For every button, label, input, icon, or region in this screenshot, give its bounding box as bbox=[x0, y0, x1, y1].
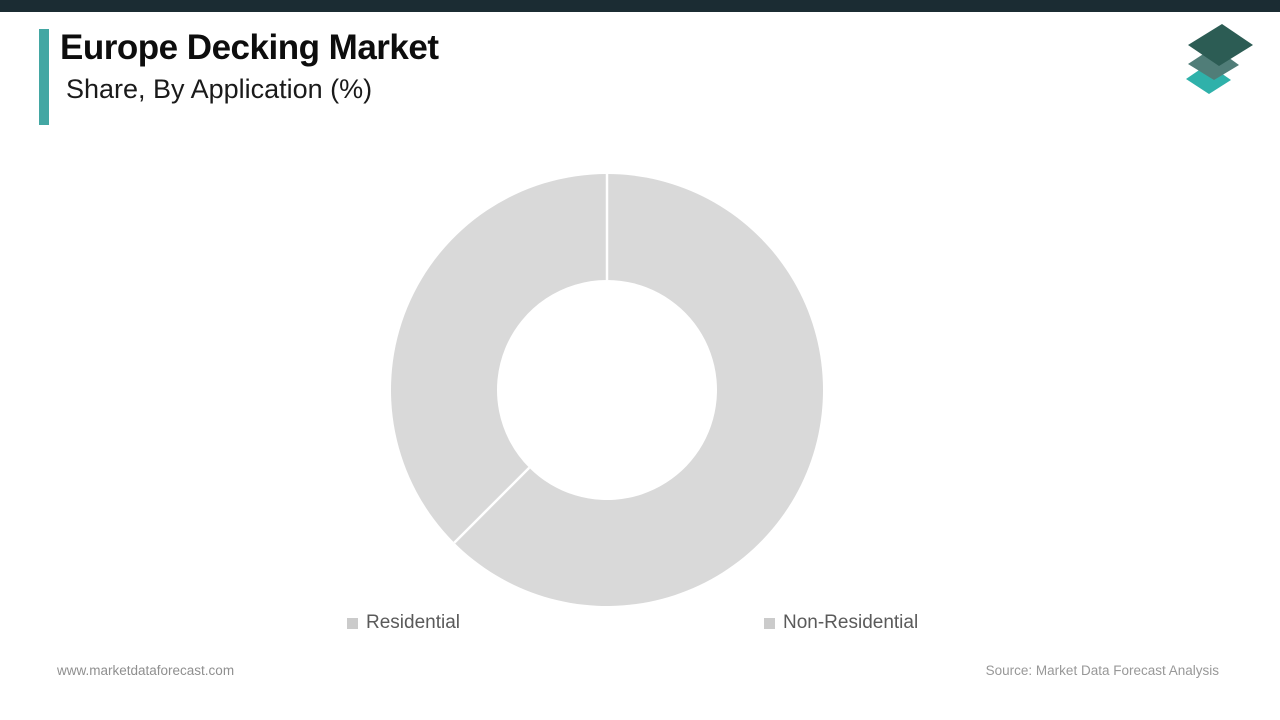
header: Europe Decking Market Share, By Applicat… bbox=[60, 30, 439, 105]
legend-marker-icon bbox=[347, 617, 358, 629]
logo-layer-top bbox=[1188, 24, 1253, 66]
legend-marker-icon bbox=[764, 617, 775, 629]
title-accent-bar bbox=[39, 29, 49, 125]
page-title: Europe Decking Market bbox=[60, 28, 439, 67]
logo-layer-middle bbox=[1188, 47, 1239, 80]
legend-item-non-residential: Non-Residential bbox=[764, 611, 918, 635]
legend-item-residential: Residential bbox=[347, 611, 460, 635]
donut-slice-residential bbox=[454, 174, 823, 606]
slice-divider bbox=[453, 466, 531, 544]
donut-chart bbox=[387, 170, 827, 610]
chart-legend: Residential Non-Residential bbox=[0, 611, 1280, 635]
donut-chart-svg bbox=[390, 174, 823, 606]
top-border-bar bbox=[0, 0, 1280, 12]
legend-label: Non-Residential bbox=[783, 612, 919, 633]
logo-layer-bottom bbox=[1186, 64, 1231, 94]
footer-source: Source: Market Data Forecast Analysis bbox=[985, 663, 1219, 678]
market-data-forecast-logo-icon bbox=[1186, 24, 1253, 94]
footer-website: www.marketdataforecast.com bbox=[57, 663, 235, 678]
page-subtitle: Share, By Application (%) bbox=[66, 74, 373, 104]
legend-label: Residential bbox=[366, 612, 460, 633]
donut-slice-non-residential bbox=[390, 174, 607, 543]
